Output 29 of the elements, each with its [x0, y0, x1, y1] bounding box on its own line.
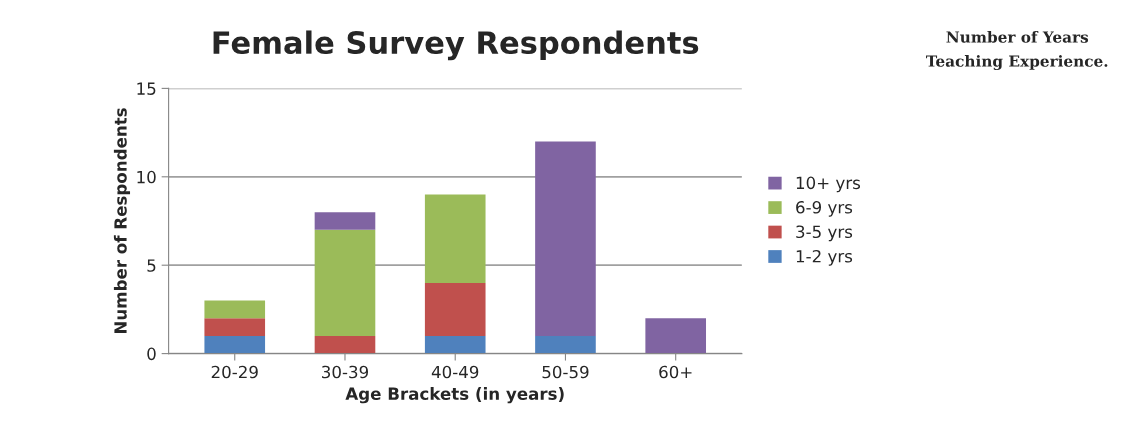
bar: [424, 282, 486, 336]
y-tick-label: 15: [137, 82, 156, 95]
bar: [535, 141, 596, 336]
x-tick-label: 30-39: [322, 365, 369, 379]
y-axis-title: Number of Respondents: [113, 108, 131, 334]
bar: [314, 212, 376, 230]
legend-label: 10+ yrs: [796, 176, 861, 193]
legend-title: Number of Years Teaching Experience.: [926, 30, 1108, 71]
y-tick-label: 0: [147, 347, 156, 361]
bar: [314, 229, 376, 336]
bar: [424, 194, 486, 283]
y-tick-label: 10: [137, 170, 156, 184]
bar: [535, 335, 596, 354]
legend-label: 1-2 yrs: [796, 249, 853, 266]
y-tick-label: 5: [147, 259, 156, 272]
x-tick-label: 20-29: [211, 365, 258, 379]
x-tick-label: 60+: [659, 365, 692, 379]
bar: [424, 335, 486, 354]
bar: [645, 318, 707, 354]
bar: [204, 300, 266, 319]
x-tick-label: 50-59: [542, 365, 589, 379]
x-axis-title: Age Brackets (in years): [345, 387, 564, 404]
legend-label: 6-9 yrs: [796, 201, 853, 217]
chart-title: Female Survey Respondents: [213, 30, 699, 61]
bar: [204, 335, 266, 354]
bar: [314, 335, 376, 354]
bar: [204, 318, 266, 336]
x-tick-label: 40-49: [431, 365, 479, 379]
legend-label: 3-5 yrs: [796, 225, 853, 242]
